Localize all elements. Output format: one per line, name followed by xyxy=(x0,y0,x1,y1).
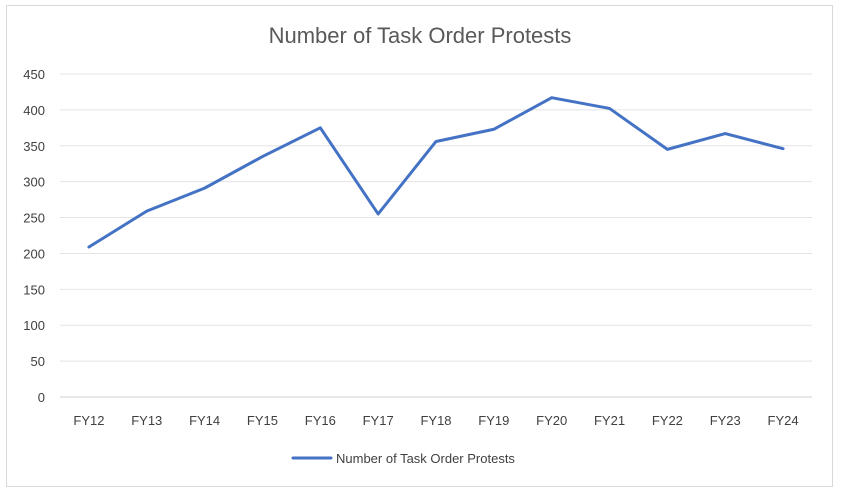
legend-label: Number of Task Order Protests xyxy=(336,451,515,466)
x-tick-label: FY18 xyxy=(420,413,451,428)
series-line xyxy=(87,96,785,249)
x-tick-label: FY19 xyxy=(478,413,509,428)
chart-frame xyxy=(6,5,833,487)
y-tick-label: 150 xyxy=(23,282,45,297)
x-tick-label: FY23 xyxy=(710,413,741,428)
y-tick-label: 50 xyxy=(31,354,45,369)
x-axis-ticks: FY12 FY13 FY14 FY15 FY16 FY17 FY18 FY19 FY20 FY21… xyxy=(73,413,798,428)
chart-title: Number of Task Order Protests xyxy=(269,23,572,48)
y-tick-label: 450 xyxy=(23,67,45,82)
legend: Number of Task Order Protests xyxy=(291,451,515,466)
y-tick-label: 400 xyxy=(23,103,45,118)
x-tick-label: FY12 xyxy=(73,413,104,428)
x-tick-label: FY21 xyxy=(594,413,625,428)
x-tick-label: FY20 xyxy=(536,413,567,428)
x-tick-label: FY17 xyxy=(363,413,394,428)
series-lines xyxy=(87,96,785,249)
y-tick-label: 0 xyxy=(38,390,45,405)
y-tick-label: 200 xyxy=(23,246,45,261)
x-tick-label: FY14 xyxy=(189,413,220,428)
x-tick-label: FY13 xyxy=(131,413,162,428)
y-tick-label: 250 xyxy=(23,211,45,226)
y-tick-label: 300 xyxy=(23,175,45,190)
x-tick-label: FY15 xyxy=(247,413,278,428)
x-tick-label: FY22 xyxy=(652,413,683,428)
x-tick-label: FY24 xyxy=(768,413,799,428)
y-axis-ticks: 0 50 100 150 200 250 300 350 400 450 xyxy=(23,67,45,405)
y-tick-label: 350 xyxy=(23,139,45,154)
y-tick-label: 100 xyxy=(23,318,45,333)
gridlines xyxy=(60,73,812,398)
x-tick-label: FY16 xyxy=(305,413,336,428)
